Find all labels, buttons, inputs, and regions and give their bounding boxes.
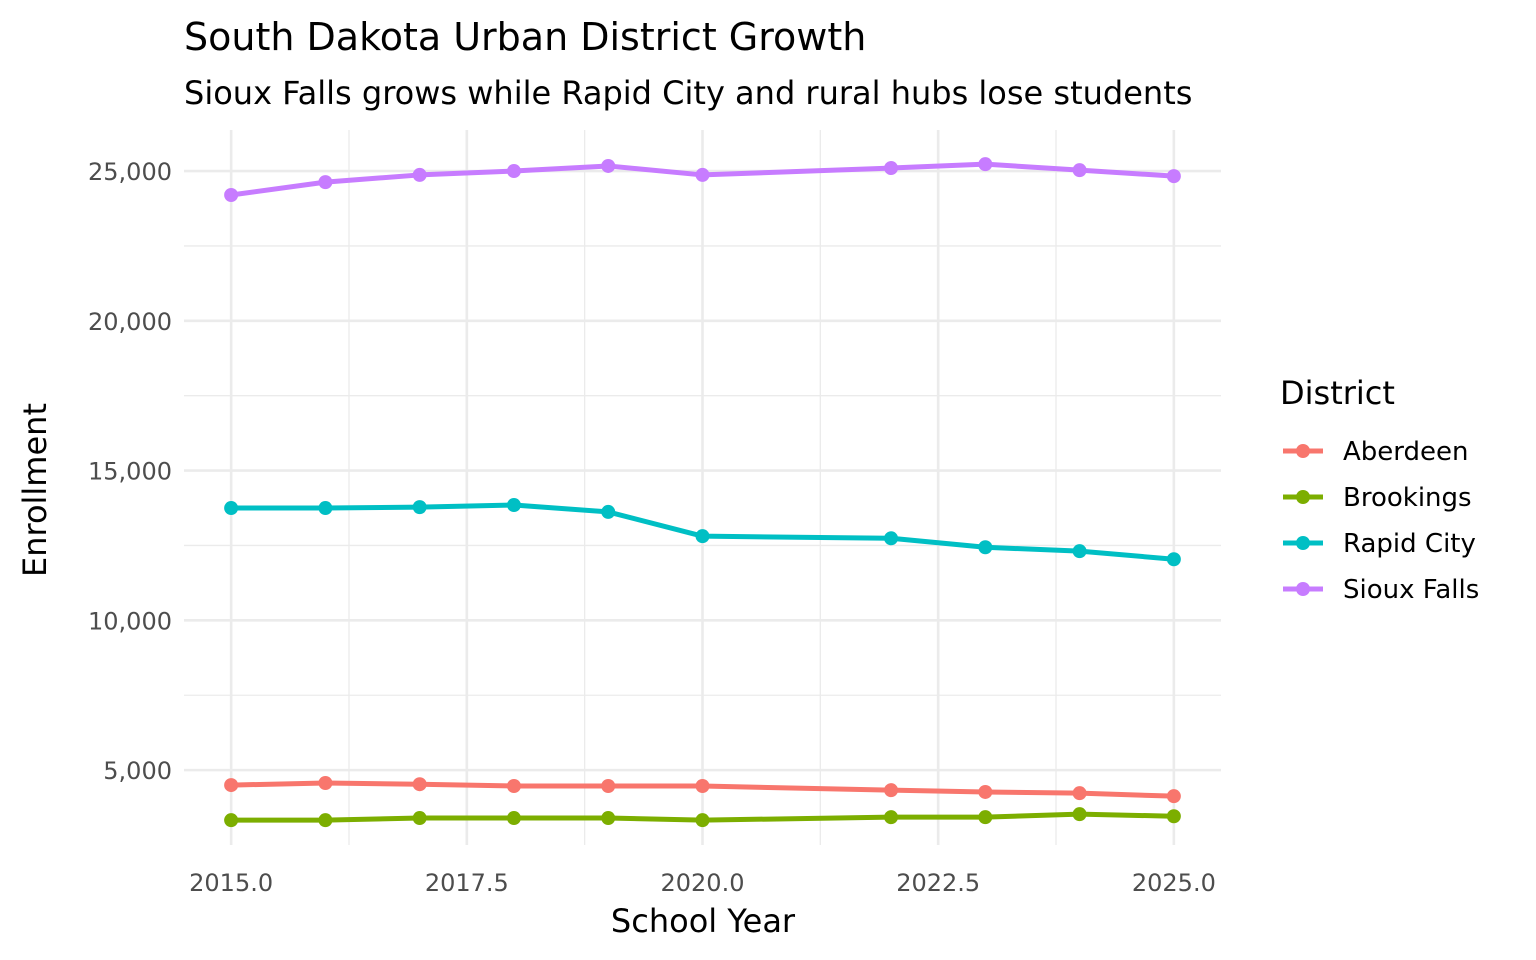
legend-key-point bbox=[1296, 490, 1310, 504]
data-point bbox=[506, 811, 521, 826]
data-point bbox=[1072, 163, 1087, 178]
legend-key-point bbox=[1296, 582, 1310, 596]
y-axis-title: Enrollment bbox=[16, 403, 54, 577]
data-point bbox=[695, 529, 710, 544]
legend-label: Aberdeen bbox=[1343, 437, 1469, 467]
data-point bbox=[978, 784, 993, 799]
y-tick-label: 5,000 bbox=[103, 757, 172, 785]
x-axis-title: School Year bbox=[611, 902, 796, 940]
chart-title: South Dakota Urban District Growth bbox=[184, 15, 866, 59]
y-tick-label: 25,000 bbox=[88, 158, 172, 186]
data-point bbox=[884, 783, 899, 798]
data-point bbox=[695, 778, 710, 793]
data-point bbox=[506, 778, 521, 793]
data-point bbox=[224, 778, 239, 793]
data-point bbox=[601, 778, 616, 793]
legend-label: Brookings bbox=[1343, 483, 1472, 513]
chart-subtitle: Sioux Falls grows while Rapid City and r… bbox=[184, 74, 1192, 112]
x-tick-label: 2025.0 bbox=[1132, 869, 1216, 897]
data-point bbox=[601, 504, 616, 519]
data-point bbox=[412, 777, 427, 792]
legend-title: District bbox=[1280, 374, 1395, 412]
data-point bbox=[695, 813, 710, 828]
data-point bbox=[224, 501, 239, 516]
data-point bbox=[1166, 169, 1181, 184]
data-point bbox=[1166, 552, 1181, 567]
legend-key-point bbox=[1296, 536, 1310, 550]
data-point bbox=[978, 157, 993, 172]
data-point bbox=[1072, 544, 1087, 559]
data-point bbox=[1166, 789, 1181, 804]
data-point bbox=[412, 811, 427, 826]
data-point bbox=[412, 500, 427, 515]
y-tick-label: 15,000 bbox=[88, 458, 172, 486]
data-point bbox=[318, 813, 333, 828]
x-tick-label: 2017.5 bbox=[425, 869, 509, 897]
data-point bbox=[506, 164, 521, 179]
x-tick-label: 2015.0 bbox=[189, 869, 273, 897]
legend-key-point bbox=[1296, 444, 1310, 458]
data-point bbox=[884, 810, 899, 825]
data-point bbox=[318, 175, 333, 190]
data-point bbox=[884, 161, 899, 176]
y-tick-label: 10,000 bbox=[88, 607, 172, 635]
data-point bbox=[224, 188, 239, 202]
series-line bbox=[231, 811, 1174, 823]
data-point bbox=[318, 501, 333, 516]
data-point bbox=[224, 813, 239, 828]
data-point bbox=[1072, 786, 1087, 801]
data-point bbox=[978, 810, 993, 825]
data-point bbox=[601, 158, 616, 173]
data-point bbox=[978, 540, 993, 555]
data-point bbox=[884, 531, 899, 546]
series-line bbox=[231, 780, 1174, 799]
legend-label: Sioux Falls bbox=[1343, 575, 1479, 605]
data-point bbox=[318, 775, 333, 790]
series-line bbox=[231, 502, 1175, 562]
legend-label: Rapid City bbox=[1343, 529, 1476, 559]
y-tick-label: 20,000 bbox=[88, 308, 172, 336]
data-point bbox=[412, 167, 427, 182]
data-point bbox=[695, 167, 710, 182]
data-point bbox=[506, 498, 521, 513]
series-line bbox=[230, 161, 1175, 198]
data-point bbox=[1166, 809, 1181, 824]
data-point bbox=[1072, 807, 1087, 822]
x-tick-label: 2020.0 bbox=[661, 869, 745, 897]
data-point bbox=[601, 811, 616, 826]
x-tick-label: 2022.5 bbox=[896, 869, 980, 897]
